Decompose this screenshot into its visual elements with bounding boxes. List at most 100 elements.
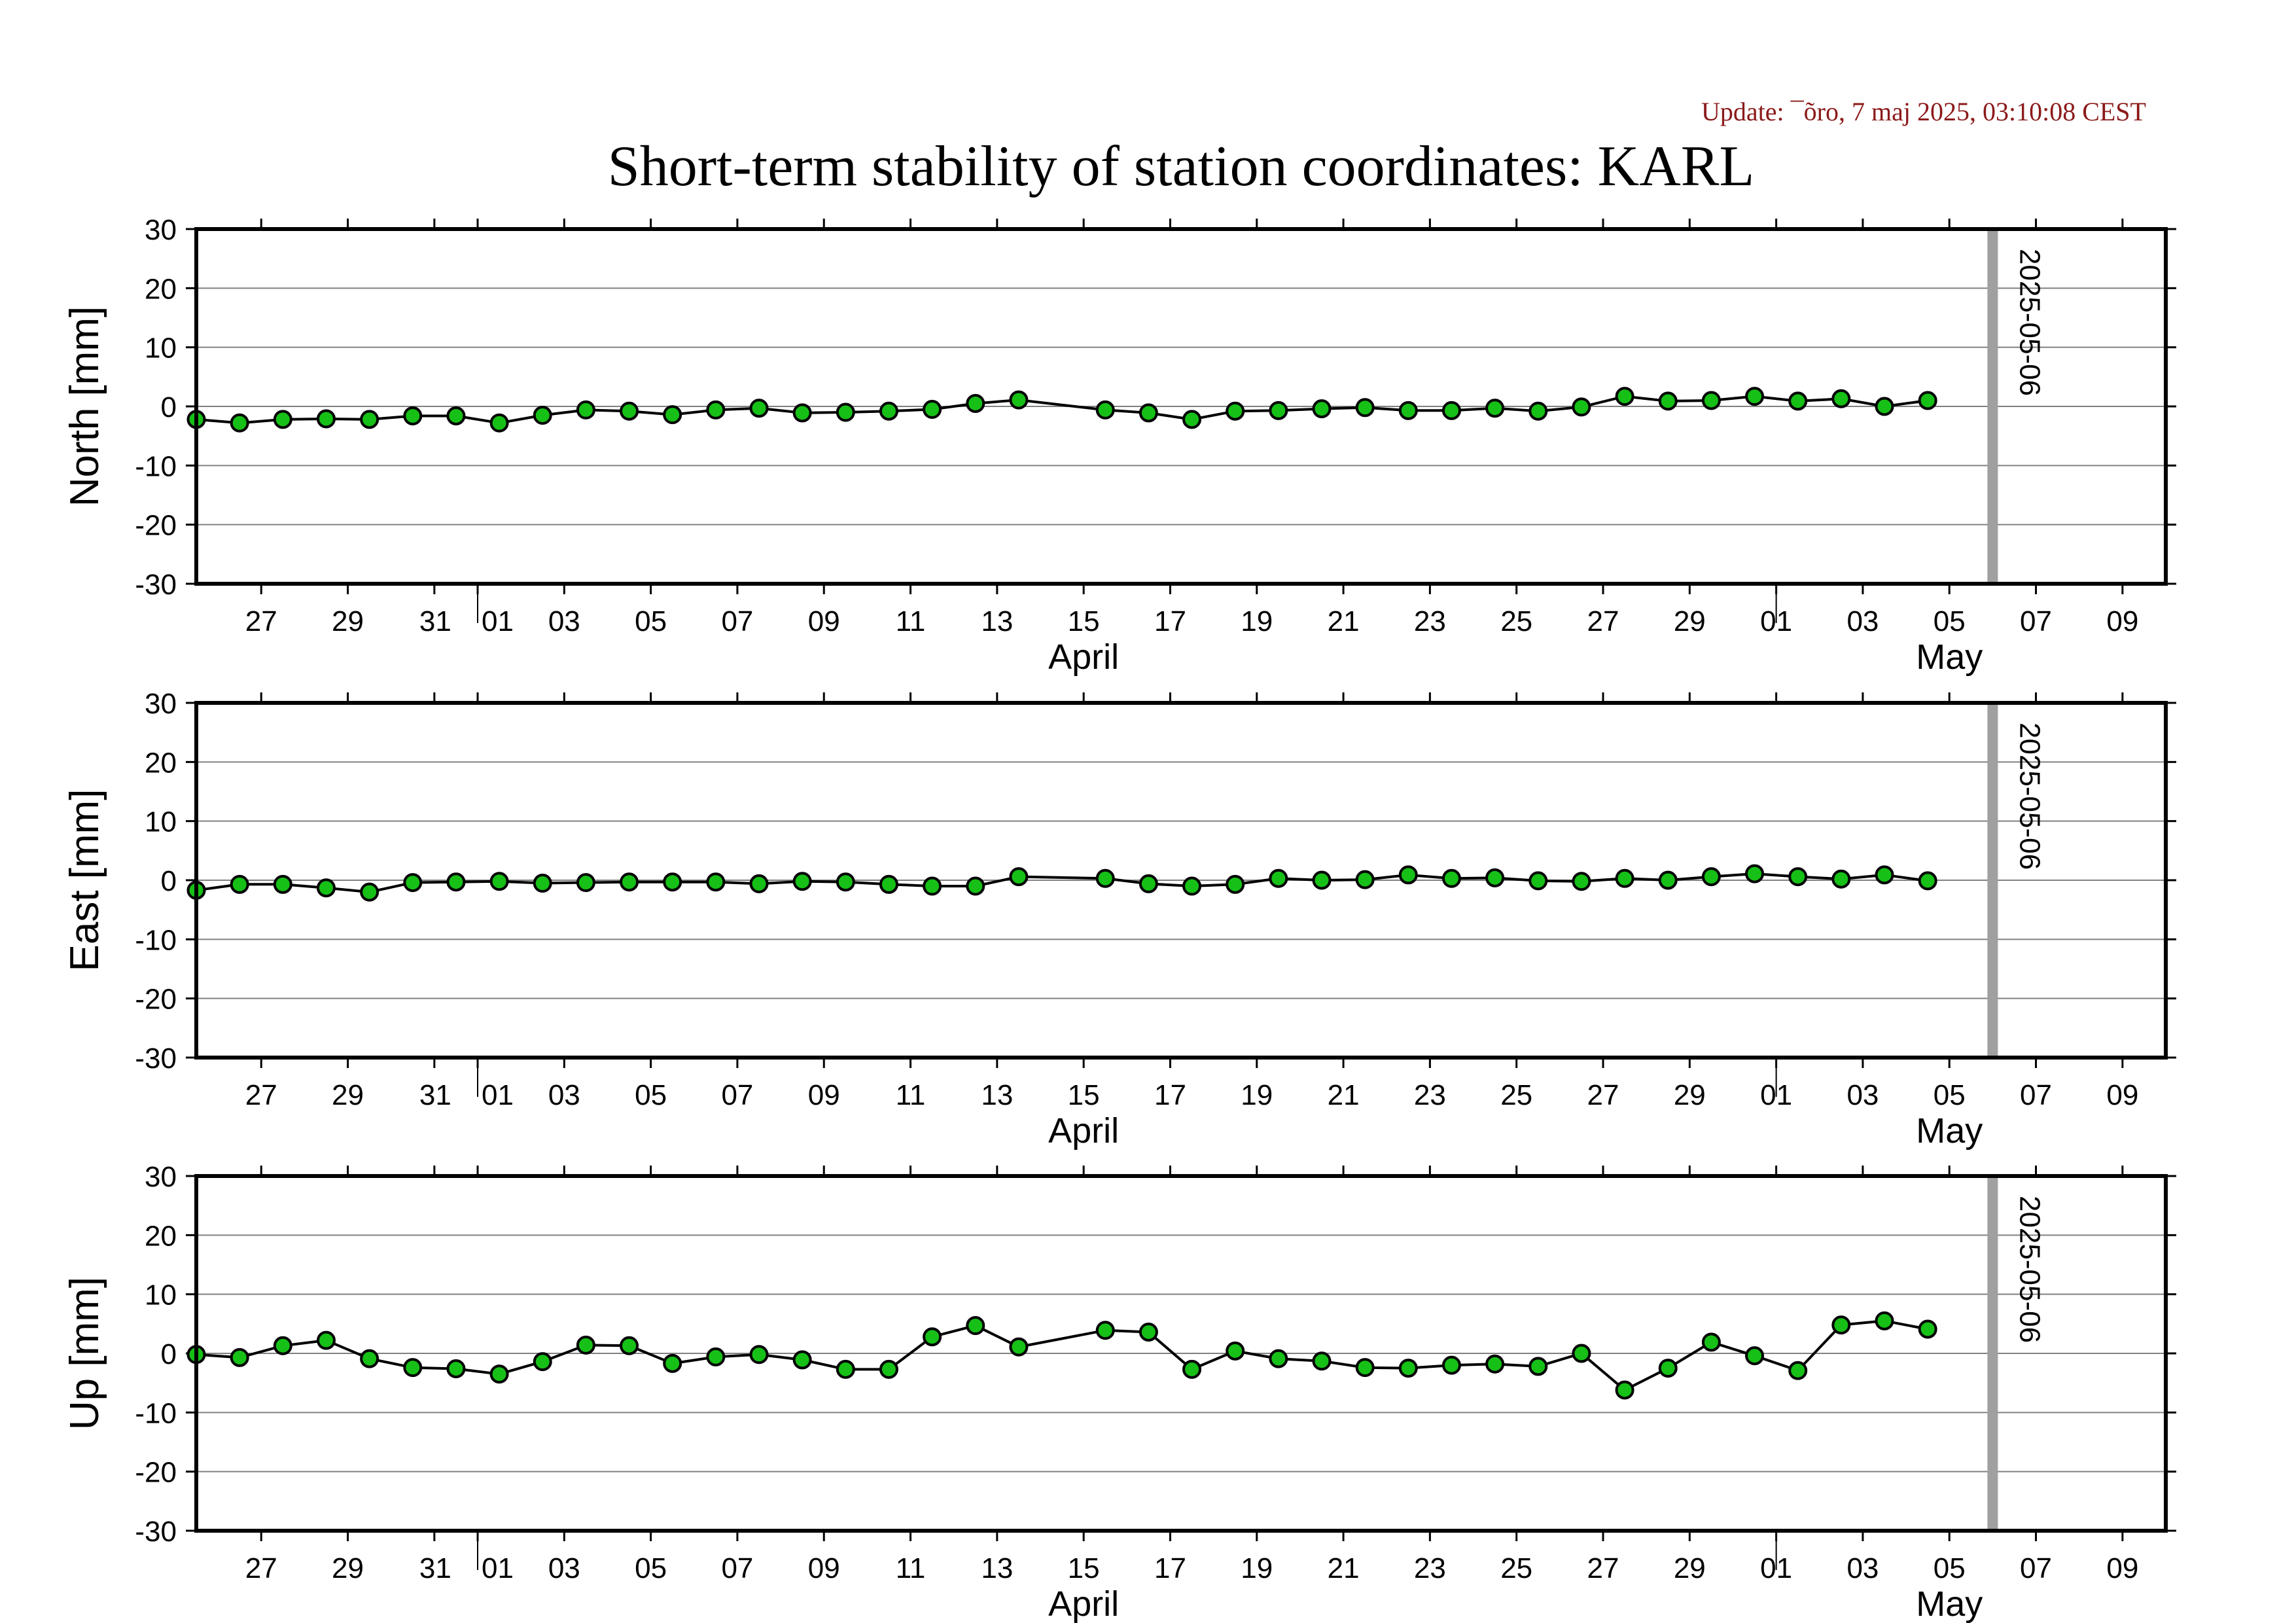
data-point [1745,864,1765,883]
panel-1: 30 20 10 0 -10 -20 -30 East [mm] 27 29 31 01 03 05 07 0… [62,688,2176,1150]
x-tick-label: 29 [332,1079,364,1111]
x-tick-label: 09 [2106,1079,2138,1111]
x-tick-label: 19 [1241,1079,1273,1111]
data-point [1918,1319,1937,1339]
data-point [230,413,249,433]
x-tick-label: 09 [808,1552,840,1584]
x-tick-label: 09 [2106,1552,2138,1584]
data-point [1398,865,1418,885]
y-tick-label: 0 [161,1338,177,1370]
data-point [403,1358,423,1378]
data-point [966,393,985,413]
data-point [879,874,898,894]
data-point [1918,391,1937,410]
x-tick-label: 07 [721,605,753,637]
x-tick-label: 27 [1587,1079,1619,1111]
x-tick-label: 05 [635,1552,667,1584]
y-tick-label: -10 [135,1397,177,1429]
data-point [1788,867,1808,887]
panel-2: 30 20 10 0 -10 -20 -30 Up [mm] 27 29 31 01 03 05 07 09 1… [62,1161,2176,1623]
y-axis-label: Up [mm] [62,1277,107,1430]
y-tick-label: -10 [135,450,177,482]
x-tick-label: 27 [1587,605,1619,637]
data-point [576,400,595,419]
x-tick-label: 15 [1068,1552,1100,1584]
x-tick-label: 07 [2020,605,2052,637]
x-tick-label: 27 [1587,1552,1619,1584]
x-tick-label: 01 [482,605,514,637]
data-point [1095,1321,1115,1340]
data-point [489,1364,509,1384]
x-tick-label: 03 [1846,1552,1879,1584]
data-point [1745,1346,1765,1366]
y-tick-label: 10 [145,1279,177,1311]
data-point [1355,1358,1375,1378]
data-point [706,872,726,892]
data-point [576,1335,595,1355]
data-point [749,874,769,893]
x-tick-label: 25 [1500,1079,1532,1111]
x-tick-label: 03 [548,1552,580,1584]
x-tick-label: 01 [482,1552,514,1584]
data-point [792,403,812,423]
x-tick-label: 29 [1674,605,1706,637]
x-tick-label: 31 [419,1079,451,1111]
data-point [836,1359,855,1379]
data-point [1355,398,1375,418]
data-point [1095,400,1115,419]
y-axis-label: East [mm] [62,789,107,971]
data-point [1572,397,1591,417]
x-tick-label: 09 [808,605,840,637]
x-tick-label: 09 [808,1079,840,1111]
month-label: April [1048,1111,1119,1150]
x-tick-label: 03 [1846,1079,1879,1111]
x-tick-label: 23 [1414,1079,1446,1111]
x-tick-label: 27 [245,1079,277,1111]
x-tick-label: 23 [1414,1552,1446,1584]
month-label: May [1916,1111,1983,1150]
x-tick-label: 31 [419,605,451,637]
data-point [1312,399,1332,419]
data-point [879,1359,898,1379]
data-point [1831,869,1851,889]
x-tick-label: 25 [1500,605,1532,637]
data-point [533,406,552,425]
y-tick-label: 10 [145,806,177,838]
x-tick-label: 25 [1500,1552,1532,1584]
y-tick-label: 30 [145,688,177,720]
data-point [792,872,812,891]
plot-frame [194,1174,2168,1533]
x-tick-label: 21 [1328,605,1360,637]
data-point [923,876,942,896]
x-tick-label: 19 [1241,605,1273,637]
data-point [1139,403,1158,423]
y-tick-label: -20 [135,984,177,1016]
data-point [1615,387,1634,406]
x-tick-label: 13 [981,1552,1013,1584]
data-point [663,872,682,892]
x-tick-label: 11 [896,1552,926,1584]
data-point [966,876,985,896]
data-point [1701,867,1721,887]
data-point [1875,397,1894,416]
plot-frame [194,227,2168,586]
data-point [663,405,682,425]
y-tick-label: 0 [161,865,177,897]
y-tick-label: -30 [135,569,177,601]
data-point [1226,401,1245,421]
x-tick-label: 13 [981,1079,1013,1111]
x-tick-label: 29 [332,1552,364,1584]
data-point [1831,389,1851,408]
data-point [1441,868,1461,888]
x-tick-label: 19 [1241,1552,1273,1584]
data-point [836,872,855,892]
data-point [1269,401,1288,420]
update-timestamp: Update: ¯õro, 7 maj 2025, 03:10:08 CEST [1701,97,2146,126]
data-point [489,413,509,433]
data-point [360,410,380,429]
y-tick-label: 10 [145,332,177,365]
month-label: May [1916,1584,1983,1623]
x-tick-label: 07 [2020,1552,2052,1584]
data-point [706,1347,726,1366]
data-point [1875,1311,1894,1330]
